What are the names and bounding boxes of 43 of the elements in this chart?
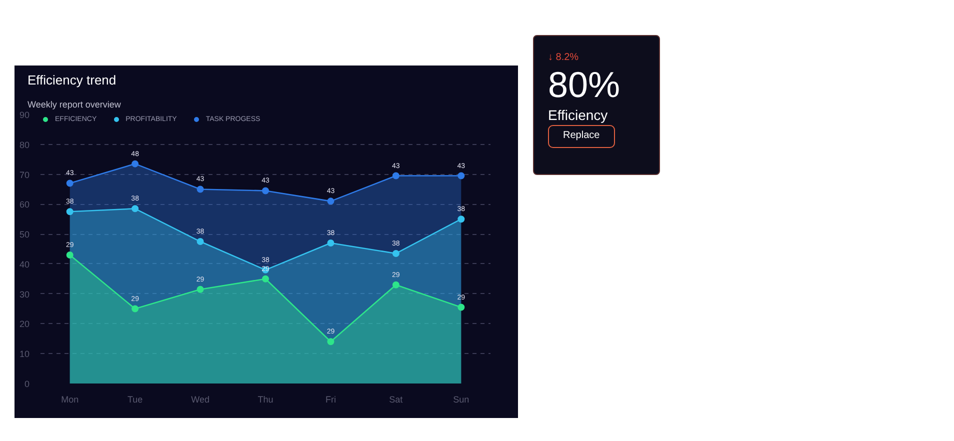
y-tick-label: 10: [19, 349, 30, 360]
x-tick-label: Thu: [258, 394, 274, 404]
x-tick-label: Fri: [325, 394, 336, 404]
point: [196, 186, 204, 193]
x-tick-label: Wed: [191, 394, 210, 404]
y-tick-label: 20: [19, 319, 30, 330]
point: [66, 251, 74, 258]
point: [196, 286, 204, 293]
point: [392, 172, 400, 180]
y-tick-label: 50: [19, 230, 30, 240]
text: ↓ 8.2%: [548, 52, 579, 63]
y-tick-label: 0: [24, 379, 30, 389]
text: Efficiency: [548, 107, 608, 124]
point: [132, 305, 139, 312]
point: [262, 275, 269, 282]
point: [392, 281, 400, 288]
point: [327, 240, 334, 247]
point: [66, 208, 74, 216]
point: [262, 187, 269, 194]
y-tick-label: 40: [19, 259, 30, 270]
point: [327, 198, 334, 205]
chart-title: Efficiency trend: [28, 72, 116, 88]
point: [327, 338, 334, 346]
x-tick-label: Tue: [127, 394, 143, 404]
point: [132, 160, 139, 168]
point: [66, 180, 74, 187]
y-tick-label: 90: [19, 110, 30, 120]
point: [458, 304, 465, 311]
point: [132, 205, 139, 212]
x-tick-label: Sun: [453, 394, 470, 404]
y-tick-label: 80: [19, 140, 30, 150]
x-tick-label: Mon: [61, 394, 79, 404]
text: Replace: [548, 125, 615, 148]
text: 80%: [548, 64, 620, 106]
point: [196, 238, 204, 246]
x-tick-label: Sat: [389, 394, 404, 404]
y-tick-label: 30: [19, 289, 30, 300]
chart-subtitle: Weekly report overview: [28, 100, 122, 110]
y-tick-label: 60: [19, 200, 30, 210]
point: [458, 216, 465, 223]
point: [458, 172, 465, 180]
y-tick-label: 70: [19, 170, 30, 180]
point: [392, 250, 400, 257]
